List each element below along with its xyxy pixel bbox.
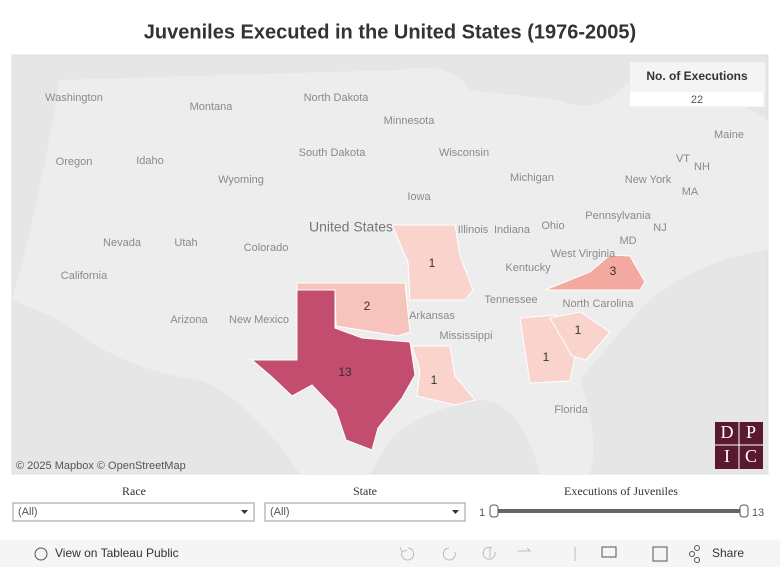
place-label: Mississippi (439, 330, 492, 342)
tableau-icon (34, 547, 48, 561)
state-region[interactable] (549, 311, 611, 361)
logo-letter: P (746, 422, 756, 442)
state-region[interactable] (296, 282, 411, 337)
place-label: MA (682, 186, 699, 198)
legend-cell (630, 92, 763, 106)
place-label: Minnesota (384, 115, 436, 127)
state-dropdown[interactable] (264, 502, 466, 522)
place-label: Florida (554, 404, 589, 416)
toolbar (0, 540, 780, 567)
dropdown-value: (All) (18, 506, 38, 518)
race-dropdown[interactable] (12, 502, 255, 522)
place-label: NJ (653, 222, 666, 234)
filter-label: Race (122, 484, 146, 498)
state-value-label: 2 (364, 299, 371, 313)
state-value-label: 1 (543, 350, 550, 364)
place-label: Indiana (494, 224, 531, 236)
state-region[interactable] (411, 345, 476, 406)
dropdown-arrow (452, 510, 459, 514)
legend-total: 22 (691, 94, 703, 106)
logo-letter: D (721, 422, 734, 442)
place-label: Iowa (407, 191, 431, 203)
place-label: California (61, 270, 108, 282)
country-label: United States (309, 219, 393, 235)
place-label: Arkansas (409, 310, 455, 322)
place-label: Utah (174, 237, 197, 249)
state-value-label: 1 (431, 373, 438, 387)
place-label: South Dakota (299, 147, 367, 159)
state-region[interactable] (544, 254, 646, 291)
dropdown-arrow (241, 510, 248, 514)
toolbar-icons[interactable] (601, 545, 700, 563)
place-label: Oregon (56, 156, 93, 168)
state-region[interactable] (250, 289, 416, 451)
place-label: New Mexico (229, 314, 289, 326)
state-value-label: 1 (429, 256, 436, 270)
logo-letter: I (724, 446, 730, 466)
filter-label: State (353, 484, 377, 498)
place-label: Michigan (510, 172, 554, 184)
place-label: NH (694, 161, 710, 173)
place-label: VT (676, 153, 690, 165)
place-label: North Carolina (563, 298, 635, 310)
place-label: Kentucky (505, 262, 551, 274)
place-label: Illinois (458, 224, 489, 236)
place-label: Tennessee (484, 294, 537, 306)
place-label: Maine (714, 129, 744, 141)
logo: D P I C (715, 422, 763, 469)
place-label: Wyoming (218, 174, 264, 186)
place-label: North Dakota (304, 92, 370, 104)
place-label: New York (625, 174, 672, 186)
legend-title: No. of Executions (646, 69, 748, 83)
state-value-label: 3 (610, 264, 617, 278)
filter-label: Executions of Juveniles (564, 484, 678, 498)
place-label: Wisconsin (439, 147, 489, 159)
state-value-label: 1 (575, 323, 582, 337)
place-label: Pennsylvania (585, 210, 651, 222)
toolbar-icons (399, 546, 576, 561)
share-button[interactable]: Share (712, 546, 744, 560)
slider-min: 1 (479, 507, 485, 519)
place-label: West Virginia (551, 248, 616, 260)
place-label: Montana (190, 101, 234, 113)
place-label: MD (619, 235, 636, 247)
attribution: © 2025 Mapbox © OpenStreetMap (16, 460, 186, 472)
place-label: Colorado (244, 242, 289, 254)
title: Juveniles Executed in the United States … (144, 21, 636, 43)
place-label: Washington (45, 92, 103, 104)
slider-handle[interactable] (739, 504, 749, 518)
place-label: Ohio (541, 220, 564, 232)
slider-max: 13 (752, 507, 764, 519)
view-link[interactable]: View on Tableau Public (55, 546, 179, 560)
dropdown-value: (All) (270, 506, 290, 518)
state-value-label: 13 (338, 365, 352, 379)
place-label: Arizona (170, 314, 208, 326)
slider-track[interactable] (494, 509, 744, 513)
logo-letter: C (745, 446, 757, 466)
land (12, 67, 768, 474)
state-region[interactable] (391, 224, 474, 301)
place-label: Nevada (103, 237, 142, 249)
slider-handle[interactable] (489, 504, 499, 518)
place-label: Idaho (136, 155, 164, 167)
